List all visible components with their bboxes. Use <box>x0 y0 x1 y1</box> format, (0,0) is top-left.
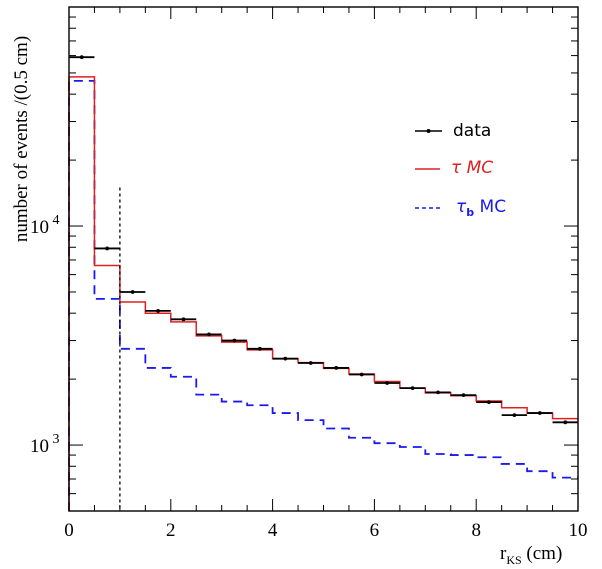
x-tick-label: 0 <box>64 520 74 541</box>
data-point <box>79 55 84 60</box>
y-tick-label: 10 3 <box>30 432 60 457</box>
data-point <box>105 246 110 251</box>
legend-label-tau-mc: τ MC <box>451 158 493 178</box>
legend-entry-data: data <box>415 121 491 141</box>
x-tick-label: 8 <box>471 520 481 541</box>
data-point <box>130 290 135 294</box>
series-taub-mc-line <box>68 79 578 511</box>
x-axis-label: rKS (cm) <box>500 543 562 567</box>
data-point <box>461 393 466 398</box>
x-tick-label: 4 <box>268 520 278 541</box>
data-point <box>512 413 517 418</box>
data-point <box>207 332 211 337</box>
data-point <box>181 317 186 322</box>
plot-frame <box>68 6 579 512</box>
legend-label-taub-mc: τb MC <box>456 197 506 219</box>
data-point <box>537 411 542 415</box>
data-point <box>487 400 491 405</box>
data-point <box>410 386 415 391</box>
data-point <box>283 356 288 361</box>
data-point <box>308 361 313 365</box>
x-tick-label: 2 <box>166 520 176 541</box>
series-data-points <box>69 55 578 425</box>
data-point <box>156 308 160 313</box>
x-tick-label: 6 <box>370 520 380 541</box>
legend-entry-taub-mc: τb MC <box>415 197 506 219</box>
x-tick-label: 10 <box>569 520 588 541</box>
legend: data τ MC τb MC <box>415 121 506 219</box>
tick-labels: 0 2 4 6 8 10 10 3 10 4 <box>30 213 588 541</box>
series-tau-mc-line <box>68 76 578 511</box>
data-point <box>334 366 339 370</box>
data-point <box>436 390 440 395</box>
axis-ticks <box>68 6 579 512</box>
y-axis-label: number of events /(0.5 cm) <box>11 36 32 242</box>
data-point <box>385 381 390 385</box>
legend-label-data: data <box>453 121 491 141</box>
data-point <box>563 420 568 425</box>
y-tick-label: 10 4 <box>30 213 60 238</box>
data-point <box>359 372 364 377</box>
data-point <box>232 338 237 343</box>
series-layer <box>68 55 578 511</box>
data-point <box>257 346 262 351</box>
legend-entry-tau-mc: τ MC <box>415 158 493 178</box>
